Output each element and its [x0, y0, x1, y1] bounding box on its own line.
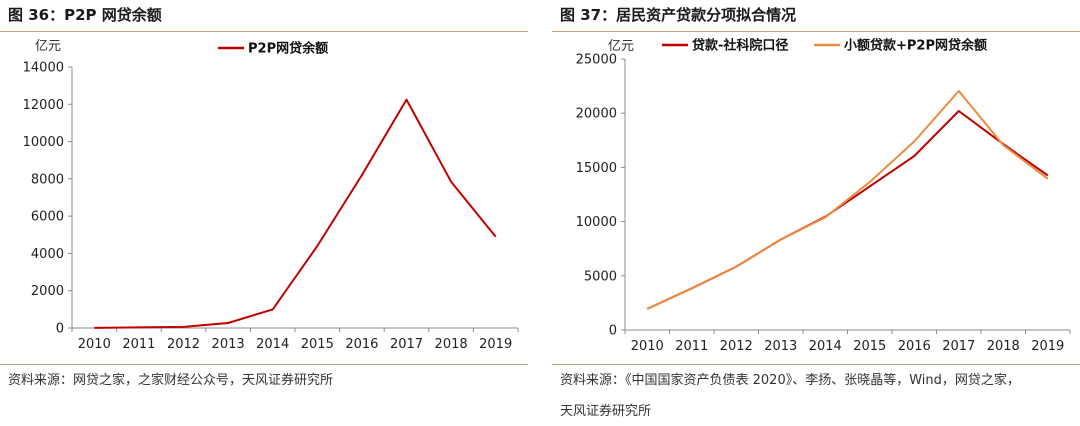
y-tick-label: 5000	[584, 269, 617, 284]
top-rule	[0, 31, 528, 32]
y-tick-label: 12000	[23, 98, 64, 113]
x-tick-label: 2013	[212, 337, 245, 352]
series-line-1	[94, 98, 497, 329]
source-note: 资料来源：网贷之家，之家财经公众号，天风证券研究所	[8, 373, 334, 388]
y-tick-label: 2000	[31, 284, 64, 299]
figure-title: 图 36：P2P 网贷余额	[8, 6, 162, 24]
y-tick-label: 20000	[576, 107, 617, 122]
y-tick-label: 14000	[23, 61, 64, 76]
x-tick-label: 2012	[167, 337, 200, 352]
y-tick-label: 0	[56, 322, 64, 337]
y-tick-label: 0	[609, 324, 617, 339]
legend-label: 贷款-社科院口径	[692, 38, 788, 54]
x-tick-label: 2019	[479, 337, 512, 352]
x-tick-label: 2019	[1031, 339, 1064, 354]
x-tick-label: 2018	[435, 337, 468, 352]
p2p-balance-chart: 亿元 0 2000 4000 6000 8000 10000 12000 14000 2010 20…	[23, 39, 519, 352]
bottom-rule	[0, 364, 528, 365]
series-line-2	[646, 90, 1049, 310]
x-tick-label: 2017	[390, 337, 423, 352]
legend-label: 小额贷款+P2P网贷余额	[844, 38, 987, 54]
y-tick-label: 8000	[31, 172, 64, 187]
x-tick-label: 2010	[631, 339, 664, 354]
x-tick-label: 2015	[301, 337, 334, 352]
legend-label: P2P网贷余额	[248, 41, 328, 57]
source-note: 资料来源：《中国国家资产负债表 2020》、李扬、张晓晶等，Wind，网贷之家，	[560, 373, 1020, 388]
bottom-rule	[552, 364, 1080, 365]
x-tick-label: 2014	[256, 337, 289, 352]
y-tick-label: 10000	[576, 215, 617, 230]
y-tick-label: 15000	[576, 161, 617, 176]
y-axis-unit-label: 亿元	[608, 39, 634, 54]
x-tick-label: 2017	[942, 339, 975, 354]
series-line-1	[646, 110, 1049, 310]
x-tick-label: 2018	[987, 339, 1020, 354]
x-tick-label: 2015	[853, 339, 886, 354]
y-tick-label: 6000	[31, 210, 64, 225]
y-tick-label: 4000	[31, 247, 64, 262]
loan-fit-chart: 亿元 0 5000 10000 15000 20000 25000 2010 2011 2012 2…	[576, 38, 1071, 354]
top-rule	[552, 31, 1080, 32]
x-tick-label: 2010	[78, 337, 111, 352]
x-tick-label: 2013	[764, 339, 797, 354]
y-tick-label: 10000	[23, 135, 64, 150]
x-tick-label: 2011	[122, 337, 155, 352]
y-axis-unit-label: 亿元	[35, 39, 61, 54]
figure-title: 图 37：居民资产贷款分项拟合情况	[560, 6, 797, 24]
x-tick-label: 2016	[898, 339, 931, 354]
x-tick-label: 2011	[675, 339, 708, 354]
x-tick-label: 2014	[809, 339, 842, 354]
y-tick-label: 25000	[576, 53, 617, 68]
source-note-line2: 天风证券研究所	[560, 404, 652, 419]
x-tick-label: 2012	[720, 339, 753, 354]
x-tick-label: 2016	[345, 337, 378, 352]
